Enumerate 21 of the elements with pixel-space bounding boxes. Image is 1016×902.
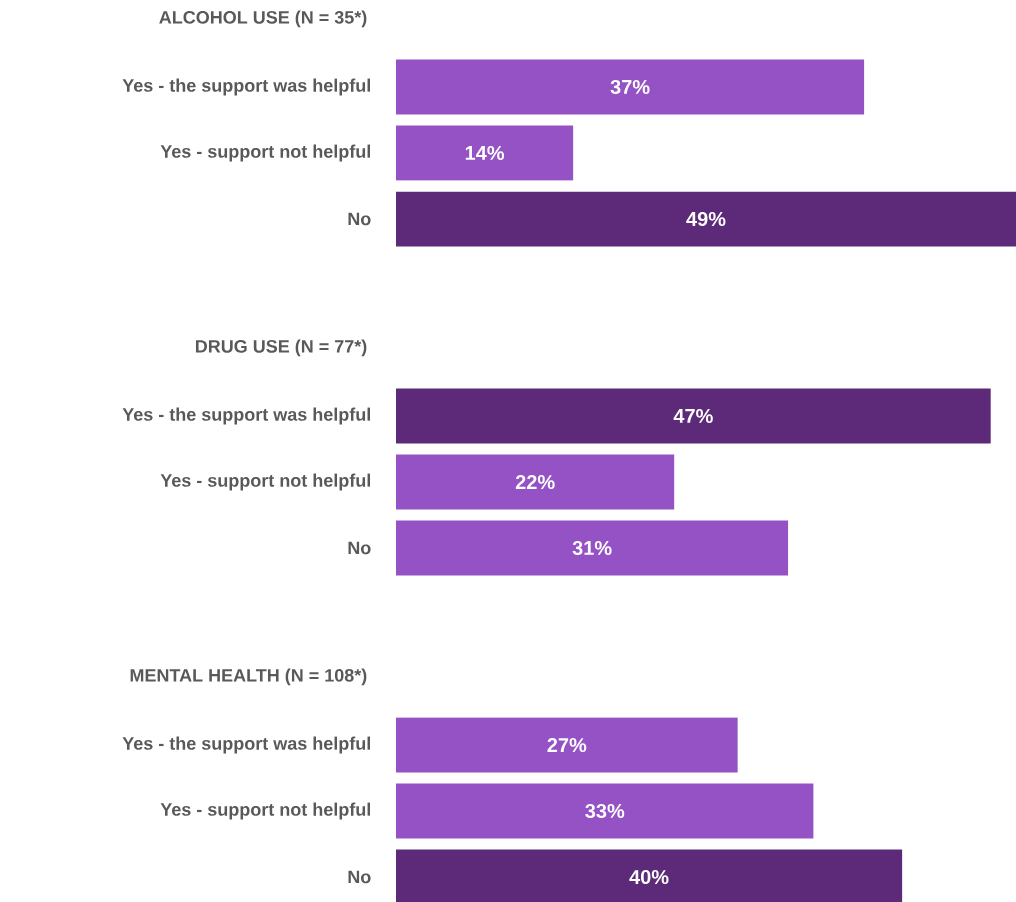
text: MENTAL HEALTH (N = 108*) — [130, 668, 367, 686]
data-label: 37% — [610, 79, 650, 95]
data-label: 14% — [465, 145, 505, 161]
y-tick-label: No — [348, 541, 371, 555]
y-tick-label: No — [348, 870, 371, 884]
chart-title: DRUG USE (N = 77*) — [195, 339, 367, 357]
chart-title: ALCOHOL USE (N = 35*) — [159, 10, 367, 28]
y-tick-label: Yes - the support was helpful — [122, 736, 370, 754]
y-tick-label: Yes - support not helpful — [160, 144, 371, 162]
y-tick-label: Yes - support not helpful — [160, 473, 371, 491]
data-label: 40% — [629, 869, 669, 885]
data-label: 27% — [547, 737, 587, 753]
y-tick-label: Yes - the support was helpful — [122, 78, 370, 96]
y-tick-label: No — [348, 212, 371, 226]
data-label: 22% — [515, 474, 555, 490]
data-label: 49% — [686, 211, 726, 227]
y-tick-label: Yes - support not helpful — [160, 802, 371, 820]
data-label: 33% — [585, 803, 625, 819]
data-label: 31% — [572, 540, 612, 556]
data-label: 47% — [673, 408, 713, 424]
y-tick-label: Yes - the support was helpful — [122, 407, 370, 425]
